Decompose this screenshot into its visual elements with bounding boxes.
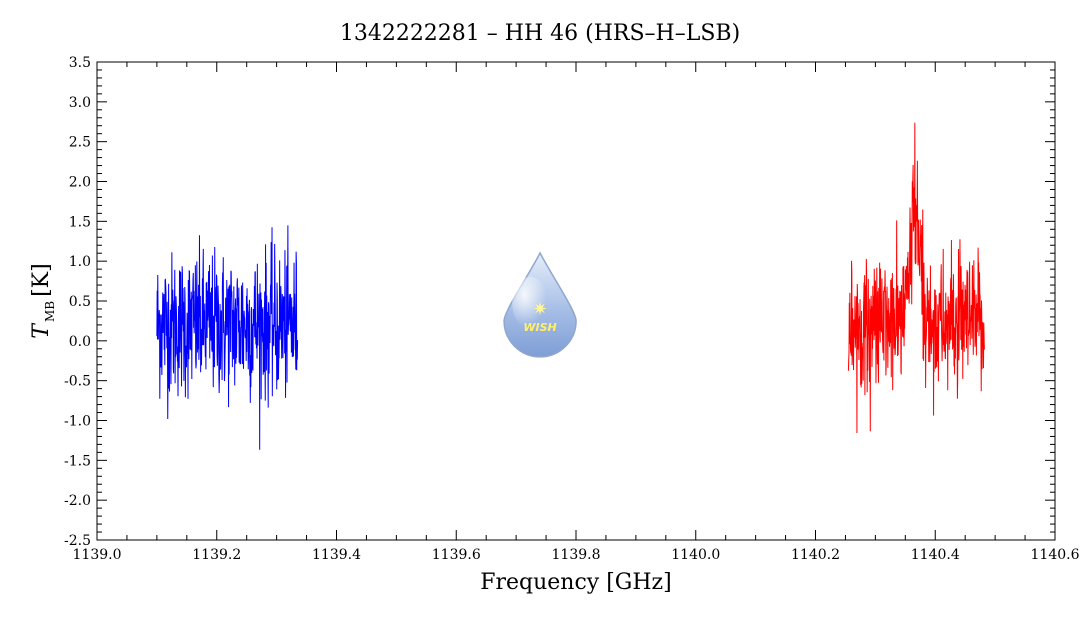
y-tick-label: 2.5 (69, 135, 91, 151)
wish-logo: ✷ WISH (503, 251, 577, 358)
x-tick-label: 1139.2 (192, 547, 241, 563)
x-tick-label: 1139.8 (552, 547, 601, 563)
y-tick-label: 1.0 (69, 254, 91, 270)
x-tick-label: 1139.4 (312, 547, 361, 563)
y-tick-label: 0.0 (69, 334, 91, 350)
y-axis-label-subscript: MB (43, 301, 57, 322)
x-tick-label: 1140.4 (911, 547, 960, 563)
x-axis-label: Frequency [GHz] (480, 570, 672, 595)
y-axis-label-symbol: T (29, 322, 54, 339)
y-tick-label: 1.5 (69, 214, 91, 230)
series-line-1 (847, 122, 985, 433)
x-tick-label: 1139.0 (73, 547, 122, 563)
y-tick-label: 3.0 (69, 95, 91, 111)
y-tick-label: -0.5 (64, 374, 91, 390)
y-tick-label: -2.5 (64, 533, 91, 549)
y-axis: -2.5 -2.0 -1.5 -1.0 -0.5 0.0 0.5 1.0 1.5 2.0 2.5 3.… (64, 55, 1055, 549)
y-tick-label: 0.5 (69, 294, 91, 310)
y-tick-label: -1.5 (64, 453, 91, 469)
y-tick-label: -1.0 (64, 414, 91, 430)
x-tick-label: 1140.0 (671, 547, 720, 563)
x-tick-label: 1140.2 (791, 547, 840, 563)
series-layer (156, 122, 985, 450)
y-tick-label: 3.5 (69, 55, 91, 71)
chart-title: 1342222281 – HH 46 (HRS–H–LSB) (340, 21, 740, 46)
star-icon: ✷ (533, 299, 548, 320)
y-axis-label-unit: [K] (29, 263, 54, 297)
wish-logo-text: WISH (523, 321, 556, 334)
series-line-0 (156, 225, 299, 450)
x-tick-label: 1139.6 (432, 547, 481, 563)
y-axis-label: TMB [K] (29, 263, 57, 338)
y-tick-label: -2.0 (64, 493, 91, 509)
drop-shine (512, 276, 549, 329)
x-axis: 1139.0 1139.2 1139.4 1139.6 1139.8 1140.0 1140… (73, 62, 1080, 563)
x-tick-label: 1140.6 (1031, 547, 1080, 563)
y-tick-label: 2.0 (69, 175, 91, 191)
